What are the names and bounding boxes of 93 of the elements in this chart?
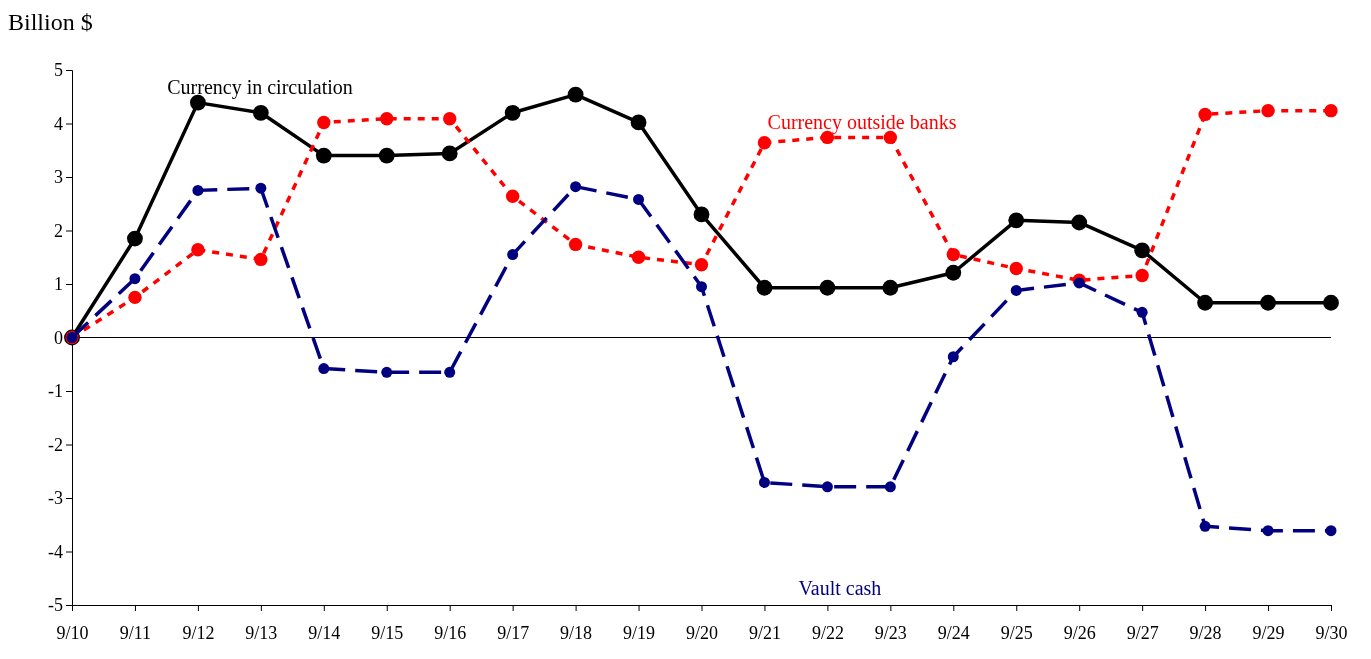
x-tick-label: 9/18 bbox=[560, 623, 593, 644]
point bbox=[380, 111, 394, 126]
y-tick-label: 0 bbox=[54, 327, 63, 348]
point bbox=[441, 145, 458, 162]
point bbox=[192, 184, 204, 196]
point bbox=[1135, 268, 1149, 283]
point bbox=[1071, 214, 1088, 231]
x-tick-label: 9/14 bbox=[308, 623, 341, 644]
point bbox=[127, 230, 143, 247]
x-tick-label: 9/12 bbox=[182, 623, 215, 644]
point bbox=[191, 243, 205, 257]
point bbox=[317, 115, 331, 130]
x-tick-label: 9/19 bbox=[623, 623, 656, 644]
x-tick-label: 9/28 bbox=[1189, 623, 1222, 644]
point bbox=[693, 206, 710, 223]
point bbox=[1009, 261, 1023, 276]
x-tick-label: 9/21 bbox=[748, 623, 781, 644]
x-tick-label: 9/29 bbox=[1252, 623, 1285, 644]
y-tick-label: 2 bbox=[54, 220, 63, 241]
point bbox=[1323, 294, 1339, 311]
y-axis-title: Billion $ bbox=[8, 9, 93, 35]
y-tick-label: 3 bbox=[54, 167, 63, 188]
x-tick-label: 9/13 bbox=[245, 623, 278, 644]
y-tick-label: 5 bbox=[54, 60, 63, 81]
point bbox=[1136, 306, 1148, 318]
x-tick-label: 9/11 bbox=[119, 623, 152, 644]
x-tick-label: 9/20 bbox=[685, 623, 719, 644]
point bbox=[1199, 520, 1211, 532]
x-tick-label: 9/26 bbox=[1063, 623, 1096, 644]
point bbox=[254, 252, 268, 267]
point bbox=[883, 130, 898, 145]
text: Vault cash bbox=[798, 577, 882, 599]
point bbox=[128, 290, 142, 305]
point bbox=[1073, 277, 1085, 289]
point bbox=[1324, 103, 1338, 118]
point bbox=[567, 86, 584, 103]
point bbox=[444, 366, 456, 378]
point bbox=[505, 189, 520, 203]
point bbox=[884, 481, 896, 493]
x-tick-label: 9/16 bbox=[434, 623, 467, 644]
point bbox=[633, 193, 645, 205]
x-tick-label: 9/24 bbox=[937, 623, 970, 644]
point bbox=[1262, 525, 1274, 537]
point bbox=[381, 366, 393, 378]
point bbox=[1010, 284, 1022, 296]
x-tick-label: 9/30 bbox=[1315, 623, 1348, 644]
point bbox=[129, 273, 141, 285]
point bbox=[757, 136, 772, 150]
point bbox=[947, 351, 959, 363]
point bbox=[1325, 525, 1337, 537]
point bbox=[631, 250, 646, 264]
y-tick-label: 1 bbox=[54, 274, 63, 295]
y-tick-label: -2 bbox=[48, 434, 63, 455]
x-tick-label: 9/22 bbox=[811, 623, 844, 644]
x-tick-label: 9/15 bbox=[371, 623, 404, 644]
point bbox=[756, 279, 773, 296]
point bbox=[821, 481, 833, 493]
point bbox=[315, 147, 332, 164]
point bbox=[318, 363, 330, 375]
point bbox=[378, 147, 395, 164]
x-tick-label: 9/10 bbox=[56, 623, 89, 644]
point bbox=[1260, 294, 1276, 311]
point bbox=[946, 247, 960, 262]
y-tick-label: -1 bbox=[48, 381, 63, 402]
x-tick-label: 9/25 bbox=[1000, 623, 1033, 644]
point bbox=[758, 476, 770, 488]
x-tick-label: 9/17 bbox=[497, 623, 530, 644]
y-tick-label: -5 bbox=[48, 595, 63, 616]
x-tick-label: 9/23 bbox=[874, 623, 907, 644]
point bbox=[507, 249, 519, 261]
point bbox=[696, 281, 707, 293]
point bbox=[694, 258, 709, 272]
point bbox=[443, 111, 457, 126]
point bbox=[882, 279, 899, 296]
point bbox=[1198, 107, 1212, 122]
series-label: Currency outside banks bbox=[767, 111, 957, 134]
point bbox=[630, 114, 647, 131]
x-tick-label: 9/27 bbox=[1126, 623, 1159, 644]
y-tick-label: -3 bbox=[48, 488, 63, 509]
point bbox=[1261, 103, 1275, 118]
series-label: Currency in circulation bbox=[167, 76, 353, 99]
point bbox=[819, 279, 836, 296]
point bbox=[1008, 212, 1025, 229]
y-tick-label: -4 bbox=[48, 541, 63, 562]
point bbox=[1134, 242, 1151, 259]
point bbox=[504, 104, 521, 121]
point bbox=[570, 181, 582, 193]
point bbox=[255, 182, 267, 194]
point bbox=[568, 237, 583, 252]
y-tick-label: 4 bbox=[54, 113, 63, 134]
point bbox=[252, 104, 269, 121]
point bbox=[945, 264, 962, 281]
point bbox=[1197, 294, 1213, 311]
